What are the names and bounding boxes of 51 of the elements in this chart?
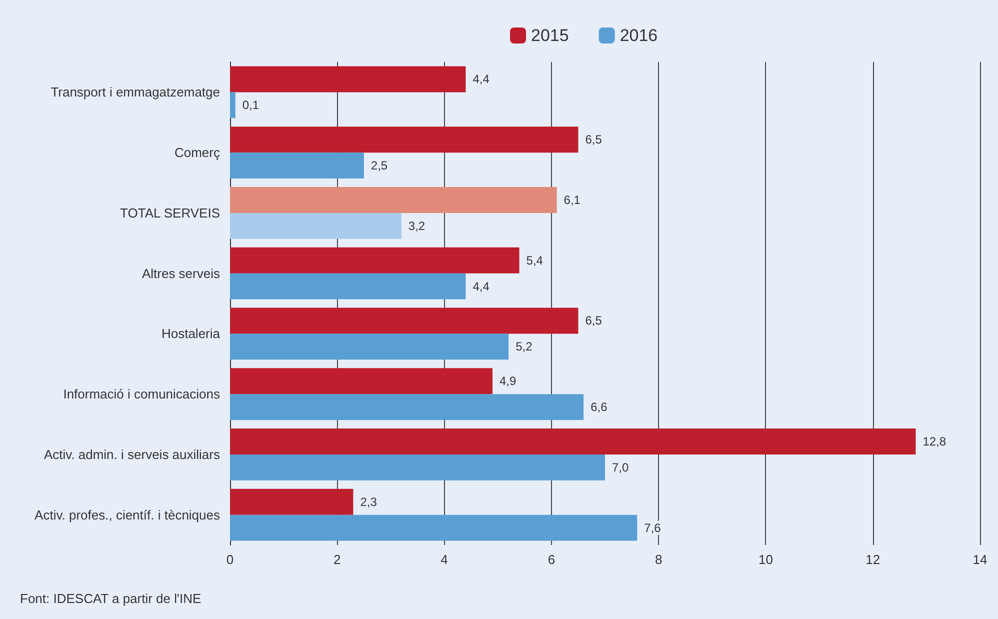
x-tick-label: 14 — [972, 552, 988, 567]
data-label: 6,5 — [585, 132, 602, 147]
y-tick-label: Hostaleria — [161, 326, 221, 342]
data-label: 5,4 — [526, 253, 544, 268]
bar — [230, 308, 578, 334]
bar — [230, 368, 492, 394]
y-tick-label: Transport i emmagatzematge — [50, 84, 220, 100]
bar — [230, 488, 354, 515]
bar — [230, 273, 466, 300]
x-tick-label: 6 — [548, 552, 556, 567]
bar — [230, 66, 466, 92]
y-tick-label: Informació i comunicacions — [63, 386, 220, 402]
data-label: 12,8 — [922, 434, 946, 448]
x-tick-label: 4 — [440, 552, 448, 567]
bar — [230, 92, 236, 118]
x-tick-label: 10 — [758, 552, 773, 567]
data-label: 6,6 — [590, 400, 608, 414]
data-label: 7,0 — [612, 460, 630, 474]
data-label: 2,5 — [370, 158, 388, 173]
legend-label: 2015 — [531, 26, 569, 45]
bar — [230, 428, 916, 454]
x-tick-label: 2 — [334, 552, 341, 567]
bar — [230, 394, 584, 420]
text: Font: IDESCAT a partir de l'INE — [20, 591, 202, 606]
data-label: 7,6 — [644, 520, 662, 535]
bar — [230, 152, 364, 179]
x-tick-label: 8 — [654, 552, 662, 567]
data-label: 0,1 — [242, 98, 260, 112]
y-tick-label: Activ. admin. i serveis auxiliars — [44, 446, 220, 462]
data-label: 3,2 — [408, 218, 426, 233]
data-label: 6,5 — [585, 314, 602, 328]
y-tick-label: Activ. profes., científ. i tècniques — [34, 507, 220, 522]
bar — [230, 454, 605, 480]
bar — [230, 126, 578, 153]
y-tick-label: Comerç — [174, 145, 220, 160]
legend-label: 2016 — [620, 26, 658, 45]
data-label: 4,4 — [472, 72, 490, 86]
bar — [230, 186, 557, 213]
bar — [230, 212, 402, 239]
y-tick-label: TOTAL SERVEIS — [120, 205, 220, 220]
x-tick-label: 0 — [226, 552, 234, 567]
data-label: 6,1 — [564, 192, 581, 207]
bar — [230, 334, 509, 360]
bar — [230, 514, 638, 541]
y-tick-label: Altres serveis — [142, 266, 220, 281]
data-label: 4,9 — [500, 374, 517, 388]
data-label: 4,4 — [472, 279, 490, 294]
data-label: 2,3 — [360, 494, 378, 509]
data-label: 5,2 — [516, 340, 533, 354]
bar — [230, 247, 520, 274]
x-tick-label: 12 — [866, 552, 880, 567]
